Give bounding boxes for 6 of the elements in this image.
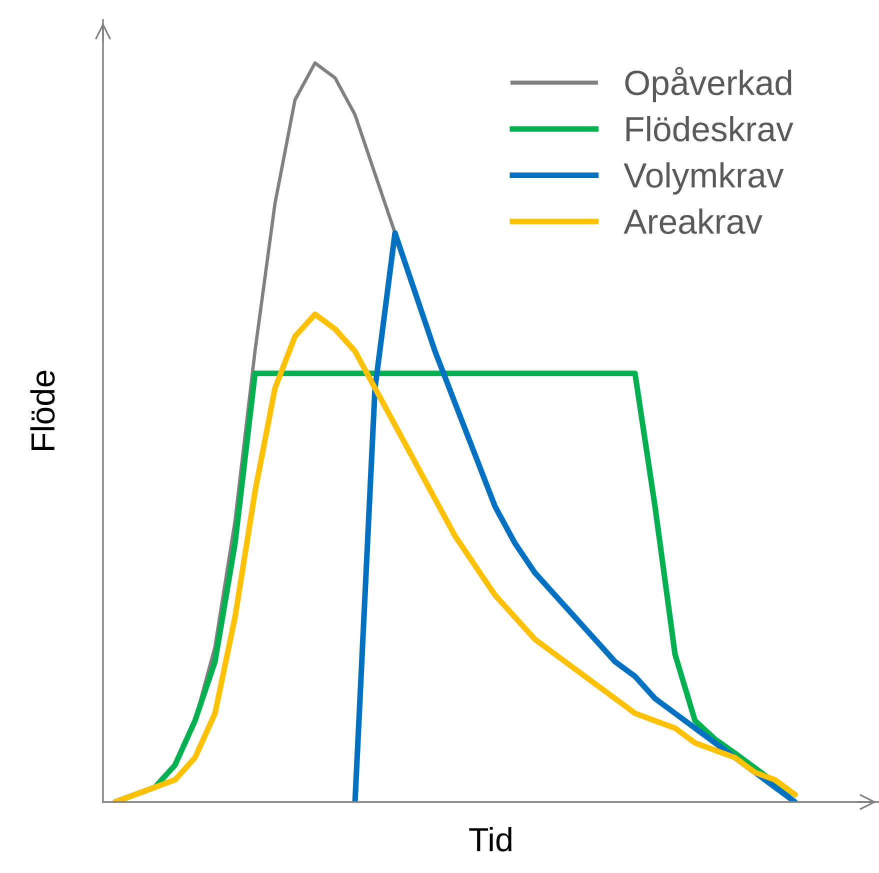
legend-label: Opåverkad: [625, 66, 792, 102]
legend-label: Volymkrav: [624, 162, 784, 195]
y-axis-title: Flöde: [30, 370, 55, 450]
legend-label: Flödeskrav: [626, 116, 794, 142]
legend-label: Areakrav: [624, 208, 762, 234]
x-axis-title: Tid: [469, 827, 512, 852]
